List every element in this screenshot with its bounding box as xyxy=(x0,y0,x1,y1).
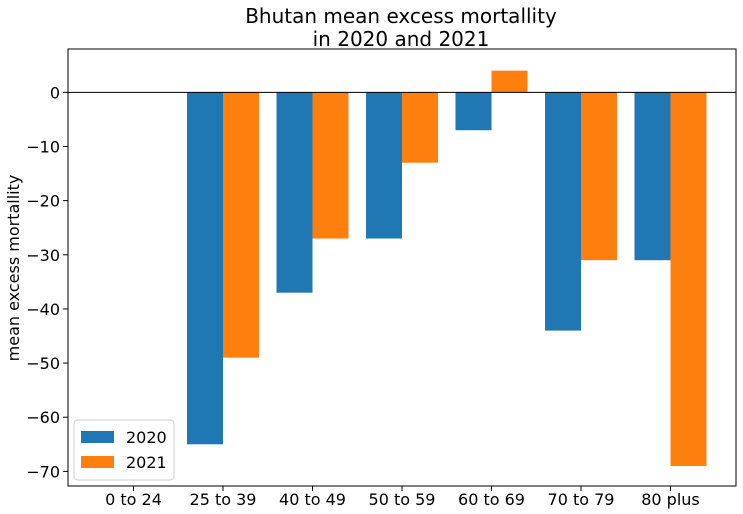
legend-label-2021: 2021 xyxy=(126,453,167,472)
bar-2020-50-to-59 xyxy=(366,92,402,239)
y-tick-label: −70 xyxy=(26,462,60,481)
bar-2021-80-plus xyxy=(670,92,707,466)
y-tick-label: −10 xyxy=(26,137,60,156)
bar-2021-25-to-39 xyxy=(223,92,259,358)
bar-2020-80-plus xyxy=(634,92,671,261)
y-tick-label: −50 xyxy=(26,354,60,373)
y-tick-label: −40 xyxy=(26,300,60,319)
bar-2021-70-to-79 xyxy=(581,92,617,261)
legend-swatch-2021 xyxy=(81,456,114,468)
x-tick-label: 0 to 24 xyxy=(105,490,162,509)
y-tick-label: −60 xyxy=(26,408,60,427)
x-tick-label: 25 to 39 xyxy=(190,490,257,509)
x-tick-label: 50 to 59 xyxy=(369,490,436,509)
bar-2020-60-to-69 xyxy=(455,92,492,131)
y-tick-label: −20 xyxy=(26,192,60,211)
bars-group xyxy=(187,70,707,466)
chart-title-line-2: in 2020 and 2021 xyxy=(313,27,490,51)
bar-2021-40-to-49 xyxy=(312,92,349,239)
x-tick-label: 70 to 79 xyxy=(548,490,615,509)
x-tick-label: 40 to 49 xyxy=(279,490,346,509)
bar-2020-25-to-39 xyxy=(187,92,223,445)
bar-2020-70-to-79 xyxy=(545,92,581,331)
y-tick-label: −30 xyxy=(26,246,60,265)
chart-title-line-1: Bhutan mean excess mortallity xyxy=(245,4,557,28)
bar-2021-60-to-69 xyxy=(491,70,528,93)
y-axis: 0 −10 −20 −30 −40 −50 −60 −70 xyxy=(26,83,68,481)
bar-2021-50-to-59 xyxy=(402,92,438,163)
legend-swatch-2020 xyxy=(81,431,114,443)
y-axis-label: mean excess mortallity xyxy=(4,175,23,362)
x-tick-label: 60 to 69 xyxy=(458,490,525,509)
bar-2020-40-to-49 xyxy=(276,92,313,293)
legend-label-2020: 2020 xyxy=(126,428,167,447)
legend: 2020 2021 xyxy=(73,419,175,481)
x-tick-label: 80 plus xyxy=(641,490,700,509)
x-axis: 0 to 24 25 to 39 40 to 49 50 to 59 60 to 69 7… xyxy=(105,486,700,509)
y-tick-label: 0 xyxy=(50,83,60,102)
